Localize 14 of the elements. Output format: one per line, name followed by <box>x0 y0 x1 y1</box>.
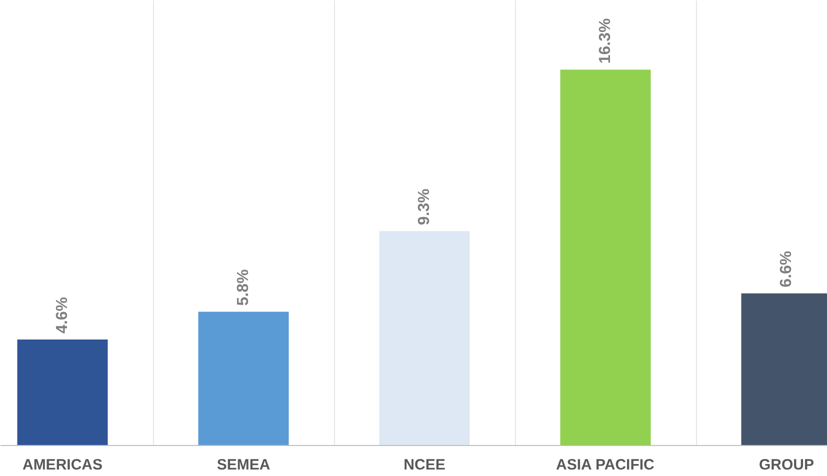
x-tick-label: GROUP <box>759 456 814 474</box>
x-tick-label: AMERICAS <box>22 456 103 474</box>
data-label: 5.8% <box>235 269 252 306</box>
bar <box>17 339 108 446</box>
data-label: 6.6% <box>778 250 795 288</box>
bar <box>198 312 289 446</box>
x-tick-label: ASIA PACIFIC <box>556 456 655 474</box>
bar <box>379 231 470 446</box>
data-label: 16.3% <box>597 18 614 64</box>
data-label: 4.6% <box>54 296 71 334</box>
x-tick-label: SEMEA <box>216 456 270 474</box>
data-label: 9.3% <box>416 188 433 226</box>
bar <box>560 70 651 446</box>
x-tick-label: NCEE <box>404 456 446 474</box>
